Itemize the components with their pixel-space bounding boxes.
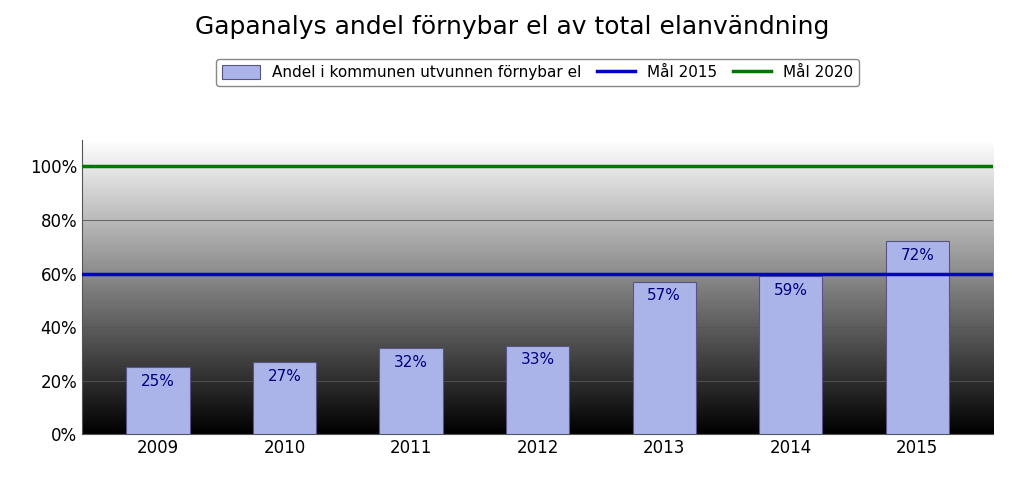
Bar (379, 348, 442, 434)
Text: 32%: 32% (394, 355, 428, 370)
Bar (633, 281, 696, 434)
Text: 25%: 25% (141, 374, 175, 389)
Text: 33%: 33% (520, 352, 555, 367)
Bar (126, 367, 189, 434)
Text: 72%: 72% (900, 248, 934, 263)
Bar (759, 276, 822, 434)
Bar (886, 242, 949, 434)
Bar (253, 362, 316, 434)
Legend: Andel i kommunen utvunnen förnybar el, Mål 2015, Mål 2020: Andel i kommunen utvunnen förnybar el, M… (216, 59, 859, 86)
Text: 57%: 57% (647, 288, 681, 303)
Text: 27%: 27% (267, 369, 301, 384)
Bar (506, 346, 569, 434)
Text: Gapanalys andel förnybar el av total elanvändning: Gapanalys andel förnybar el av total ela… (195, 15, 829, 39)
Text: 59%: 59% (774, 283, 808, 298)
